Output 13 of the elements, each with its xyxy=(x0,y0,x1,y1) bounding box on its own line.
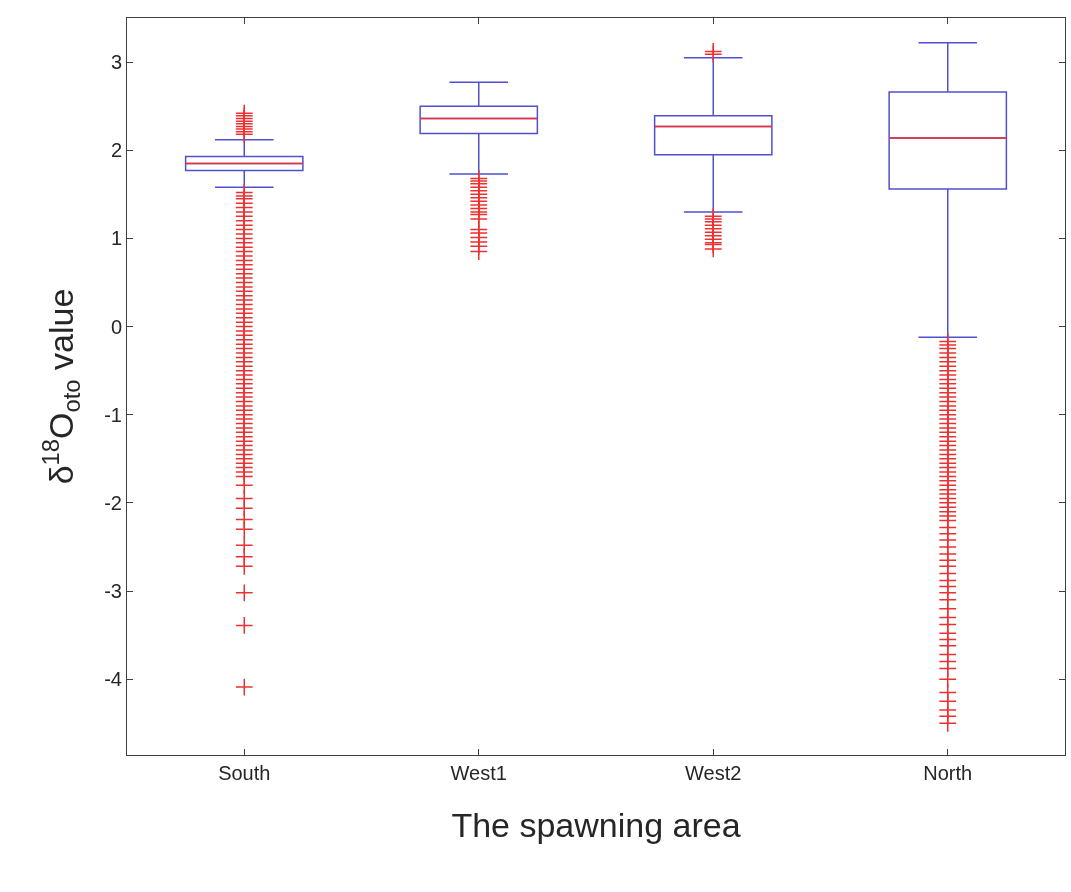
x-tick-label: North xyxy=(923,762,973,784)
y-tick-label: 3 xyxy=(110,51,122,74)
x-axis-title: The spawning area xyxy=(451,806,741,845)
x-tick-label: West1 xyxy=(450,762,507,784)
y-tick-label: 2 xyxy=(110,139,122,162)
y-tick-label: 0 xyxy=(110,315,122,338)
y-tick-label: -1 xyxy=(104,403,122,426)
x-tick-label: West2 xyxy=(685,762,742,784)
y-tick-label: -4 xyxy=(104,668,122,691)
x-tick-label: South xyxy=(218,762,271,784)
y-tick-label: 1 xyxy=(110,227,122,250)
y-tick-label: -3 xyxy=(104,580,122,603)
y-tick-label: -2 xyxy=(104,491,122,514)
